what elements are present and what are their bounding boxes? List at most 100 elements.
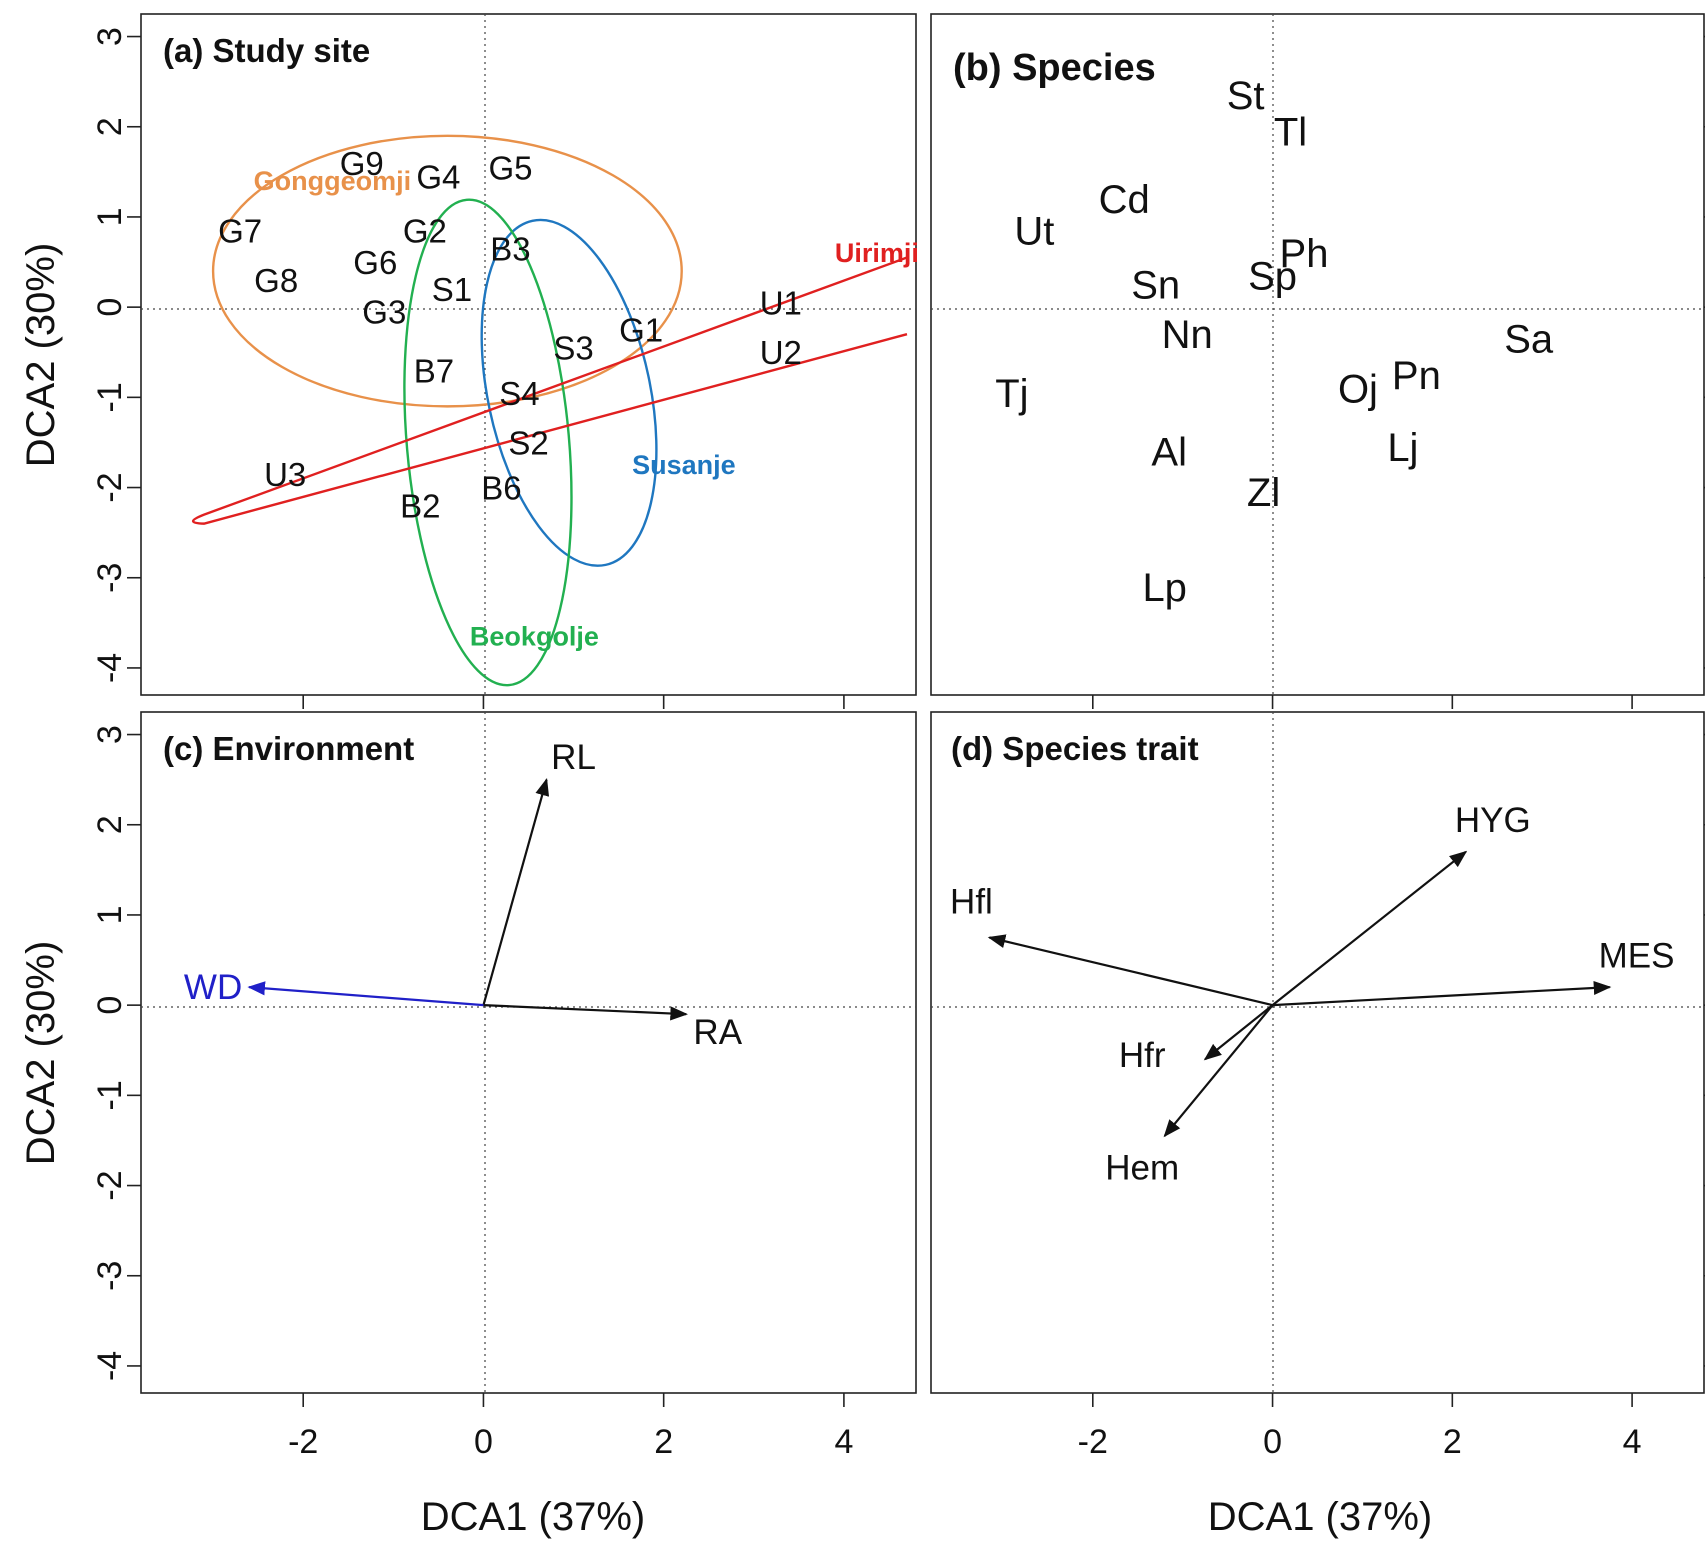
y-tick-label: 3 xyxy=(91,725,129,744)
y-tick-label: -3 xyxy=(91,563,129,593)
x-tick-label: -2 xyxy=(288,1423,318,1461)
site-point-g6: G6 xyxy=(353,244,397,281)
y-tick-label: 2 xyxy=(91,815,129,834)
group-ellipse-gonggeomji xyxy=(211,134,683,408)
panel-c-x-ticks: -2 0 2 4 xyxy=(288,1393,853,1461)
species-point-sa: Sa xyxy=(1504,318,1554,362)
site-point-g7: G7 xyxy=(218,212,262,249)
species-point-zl: Zl xyxy=(1247,471,1280,515)
vector-label-hem: Hem xyxy=(1105,1149,1179,1188)
species-point-ut: Ut xyxy=(1014,209,1054,253)
site-point-g4: G4 xyxy=(416,158,460,195)
site-point-g9: G9 xyxy=(340,145,384,182)
species-point-lp: Lp xyxy=(1142,566,1187,610)
site-point-s4: S4 xyxy=(499,375,539,412)
y-tick-label: 1 xyxy=(91,207,129,226)
y-tick-label: 0 xyxy=(91,996,129,1015)
species-point-tj: Tj xyxy=(995,372,1028,416)
y-tick-label: -3 xyxy=(91,1261,129,1291)
species-point-nn: Nn xyxy=(1162,313,1213,357)
panel-a-y-ticks: -4 -3 -2 -1 0 1 2 3 xyxy=(91,27,141,683)
panel-d-x-ticks: -2 0 2 4 xyxy=(1078,1393,1642,1461)
x-tick-label: 2 xyxy=(1443,1423,1462,1461)
y-tick-label: -4 xyxy=(91,653,129,683)
panel-b-title: (b) Species xyxy=(953,47,1156,89)
site-point-u1: U1 xyxy=(760,285,802,322)
vector-label-hfr: Hfr xyxy=(1119,1036,1166,1075)
panel-a-y-axis-title: DCA2 (30%) xyxy=(19,243,63,468)
group-band-uirimji xyxy=(191,256,908,525)
species-point-al: Al xyxy=(1151,430,1187,474)
y-tick-label: -1 xyxy=(91,382,129,412)
y-tick-label: 1 xyxy=(91,905,129,924)
species-point-cd: Cd xyxy=(1099,178,1150,222)
panel-b-zero-lines xyxy=(931,14,1704,695)
group-label-uirimji: Uirimji xyxy=(835,238,919,268)
panel-d-vectors: HYG Hfl MES Hfr Hem xyxy=(950,801,1674,1187)
vector-label-wd: WD xyxy=(184,968,242,1007)
vector-arrow-rl xyxy=(482,777,550,1006)
panel-c-x-axis-title: DCA1 (37%) xyxy=(421,1495,646,1539)
site-point-b6: B6 xyxy=(481,470,521,507)
y-tick-label: 2 xyxy=(91,117,129,136)
x-tick-label: 0 xyxy=(474,1423,493,1461)
site-point-b2: B2 xyxy=(400,488,440,525)
vector-arrow-hfr xyxy=(1203,1004,1274,1061)
panel-d-title: (d) Species trait xyxy=(951,730,1199,767)
panel-c-frame xyxy=(140,711,917,1394)
vector-arrow-hyg xyxy=(1271,850,1468,1007)
panel-c-vectors: RL WD RA xyxy=(184,738,743,1052)
group-label-beokgolje: Beokgolje xyxy=(470,621,599,651)
species-point-oj: Oj xyxy=(1338,367,1378,411)
site-point-b3: B3 xyxy=(490,231,530,268)
vector-arrow-hfl xyxy=(987,934,1273,1007)
group-label-susanje: Susanje xyxy=(632,450,736,480)
panel-a-frame xyxy=(140,13,917,696)
panel-c-y-ticks: -4 -3 -2 -1 0 1 2 3 xyxy=(91,725,141,1381)
site-point-u2: U2 xyxy=(760,334,802,371)
y-tick-label: -1 xyxy=(91,1080,129,1110)
group-ellipse-beokgolje xyxy=(403,198,573,687)
panel-a-groups: Gonggeomji Susanje Beokgolje Uirimji xyxy=(191,134,919,687)
species-point-st: St xyxy=(1227,74,1265,118)
x-tick-label: 4 xyxy=(834,1423,853,1461)
site-point-g1: G1 xyxy=(619,312,663,349)
group-label-gonggeomji: Gonggeomji xyxy=(254,166,412,196)
species-point-lj: Lj xyxy=(1387,426,1418,470)
site-point-g5: G5 xyxy=(488,149,532,186)
species-point-tl: Tl xyxy=(1274,110,1307,154)
panel-c: RL WD RA -4 -3 -2 -1 0 1 2 3 -2 0 2 4 (c) Environmen… xyxy=(19,711,917,1539)
panel-b-frame xyxy=(930,13,1705,696)
vector-label-ra: RA xyxy=(693,1013,742,1052)
site-point-b7: B7 xyxy=(414,352,454,389)
panel-a-x-ticks xyxy=(302,695,845,709)
x-tick-label: 2 xyxy=(654,1423,673,1461)
species-point-ph: Ph xyxy=(1280,232,1329,276)
x-tick-label: 4 xyxy=(1623,1423,1642,1461)
vector-arrow-ra xyxy=(483,1004,688,1021)
site-point-u3: U3 xyxy=(264,456,306,493)
vector-label-hfl: Hfl xyxy=(950,882,993,921)
x-tick-label: 0 xyxy=(1263,1423,1282,1461)
site-point-g2: G2 xyxy=(403,212,447,249)
vector-label-mes: MES xyxy=(1599,937,1675,976)
x-tick-label: -2 xyxy=(1078,1423,1108,1461)
y-tick-label: -2 xyxy=(91,1170,129,1200)
species-point-pn: Pn xyxy=(1392,354,1441,398)
panel-c-title: (c) Environment xyxy=(163,730,414,767)
y-tick-label: -4 xyxy=(91,1351,129,1381)
panel-a-title: (a) Study site xyxy=(163,32,370,69)
species-point-sp: Sp xyxy=(1248,255,1297,299)
y-tick-label: 0 xyxy=(91,298,129,317)
y-tick-label: 3 xyxy=(91,27,129,46)
panel-b-x-ticks xyxy=(1091,695,1633,709)
site-point-s2: S2 xyxy=(508,424,548,461)
panel-c-y-axis-title: DCA2 (30%) xyxy=(19,941,63,1166)
species-point-sn: Sn xyxy=(1131,264,1180,308)
vector-arrow-mes xyxy=(1272,980,1612,1007)
